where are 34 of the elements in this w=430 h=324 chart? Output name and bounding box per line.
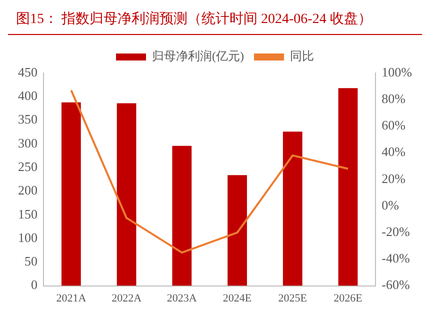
legend-label: 同比 [290, 49, 314, 64]
y-tick-label: 300 [18, 135, 38, 150]
bar [282, 132, 302, 286]
y-tick-label: 350 [18, 112, 38, 127]
y2-tick-label: 20% [382, 170, 406, 186]
bar [61, 102, 81, 286]
y2-tick-label: -20% [382, 224, 410, 240]
y-tick-label: 250 [18, 159, 38, 174]
y-tick-label: 400 [18, 88, 38, 104]
x-tick-label: 2024E [222, 292, 252, 304]
bar [172, 146, 192, 286]
bar [228, 175, 247, 286]
y2-tick-label: 80% [382, 91, 406, 106]
y-tick-label: 0 [31, 277, 38, 292]
y2-tick-label: 100% [382, 64, 412, 80]
x-tick-label: 2025E [278, 292, 308, 304]
x-tick-label: 2026E [334, 292, 363, 304]
y2-tick-label: 0% [382, 197, 400, 212]
y2-tick-label: -40% [382, 250, 410, 266]
y-tick-label: 200 [18, 182, 38, 198]
y2-tick-label: 40% [382, 144, 406, 160]
bar [338, 88, 358, 286]
x-tick-label: 2021A [56, 292, 86, 304]
bar [116, 103, 136, 286]
y-tick-label: 450 [18, 64, 38, 80]
y-tick-label: 50 [24, 254, 38, 269]
x-tick-label: 2022A [112, 292, 142, 304]
chart-title: 图15： 指数归母净利润预测（统计时间 2024-06-24 收盘） [8, 8, 422, 35]
legend-label: 归母净利润(亿元) [152, 49, 244, 64]
y2-tick-label: 60% [382, 118, 406, 133]
y-tick-label: 150 [18, 206, 38, 222]
x-tick-label: 2023A [166, 292, 197, 304]
y-tick-label: 100 [18, 230, 38, 245]
y2-tick-label: -60% [382, 277, 410, 292]
